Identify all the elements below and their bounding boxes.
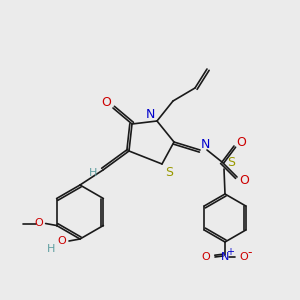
Text: +: + <box>226 247 234 257</box>
Text: O: O <box>101 95 111 109</box>
Text: N: N <box>200 139 210 152</box>
Text: H: H <box>47 244 55 254</box>
Text: N: N <box>145 107 155 121</box>
Text: -: - <box>248 247 252 260</box>
Text: N: N <box>221 252 229 262</box>
Text: S: S <box>165 167 173 179</box>
Text: O: O <box>240 252 248 262</box>
Text: O: O <box>34 218 43 229</box>
Text: S: S <box>227 155 235 169</box>
Text: O: O <box>58 236 66 246</box>
Text: O: O <box>236 136 246 149</box>
Text: H: H <box>89 168 97 178</box>
Text: O: O <box>202 252 210 262</box>
Text: O: O <box>239 173 249 187</box>
